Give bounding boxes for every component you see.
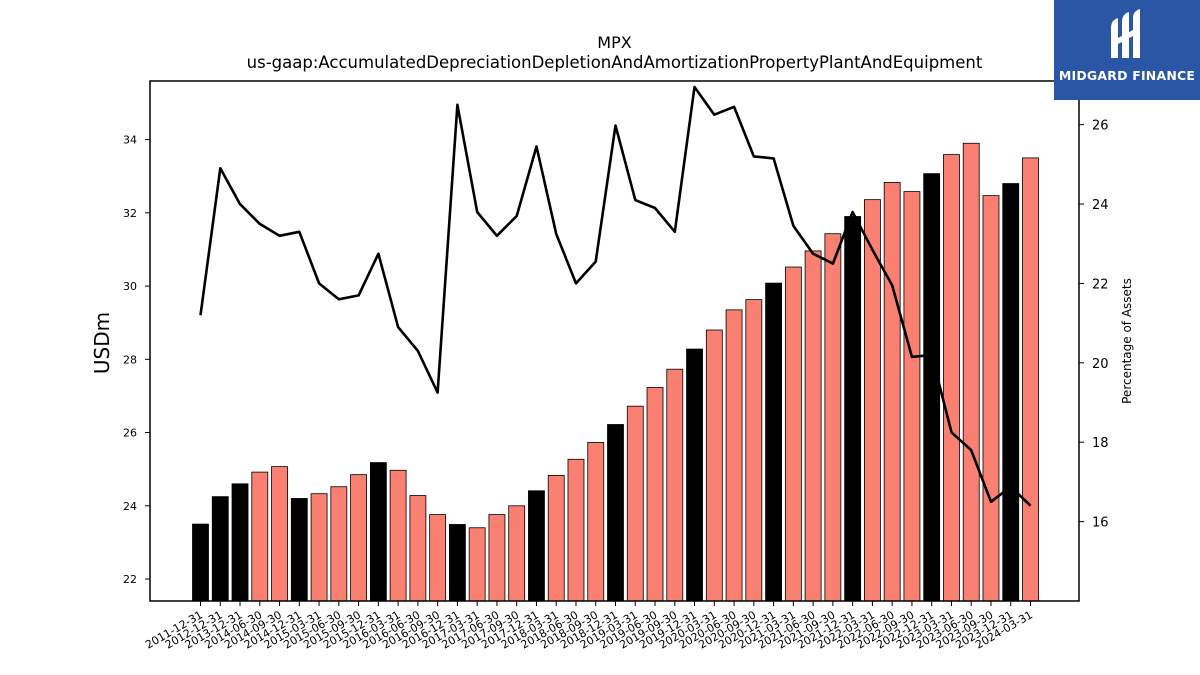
bar (784, 266, 802, 602)
bar (389, 469, 407, 602)
bar (943, 154, 960, 602)
bar (824, 233, 842, 602)
y-tick-label: 34 (123, 134, 137, 147)
bar (547, 474, 565, 602)
bar (290, 498, 308, 602)
y2-axis-label: Percentage of Assets (1120, 278, 1134, 404)
bar (1002, 183, 1020, 602)
bar (192, 523, 209, 602)
line-series (199, 85, 1032, 507)
bar (844, 216, 862, 602)
y2-tick-label: 22 (1092, 277, 1109, 292)
chart-title: MPX (597, 33, 631, 52)
y2-tick-label: 16 (1092, 516, 1109, 531)
bar (429, 514, 447, 602)
bar (330, 486, 348, 602)
y-tick-label: 22 (123, 573, 137, 586)
bar (607, 424, 624, 602)
bar (231, 483, 249, 602)
y-tick-label: 24 (123, 500, 137, 513)
bar (804, 250, 822, 602)
bar (962, 142, 980, 602)
bar (528, 490, 545, 602)
bar (626, 405, 644, 602)
bar (409, 495, 427, 602)
bar (508, 505, 526, 602)
bar (686, 348, 703, 602)
axes (149, 80, 1080, 602)
y2-tick-label: 20 (1092, 357, 1109, 372)
bar (883, 182, 901, 602)
midgard-finance-logo: MIDGARD FINANCE (1054, 0, 1200, 100)
bar (468, 527, 486, 602)
y2-tick-label: 24 (1092, 198, 1109, 213)
bar (903, 191, 921, 602)
bar (745, 299, 763, 602)
bar (587, 442, 605, 602)
bar (488, 514, 506, 602)
bar (646, 387, 664, 602)
logo-mark-icon (1111, 9, 1140, 58)
bar (982, 195, 1000, 602)
percentage-line (199, 85, 1032, 507)
bar (725, 309, 743, 602)
bar (369, 462, 387, 602)
bar (350, 474, 367, 602)
y-tick-label: 26 (123, 427, 137, 440)
bar (251, 471, 269, 602)
y-tick-label: 32 (123, 207, 137, 220)
y-tick-label: 30 (123, 280, 137, 293)
bar (310, 493, 328, 602)
y2-tick-label: 26 (1092, 119, 1109, 134)
y2-tick-label: 18 (1092, 436, 1109, 451)
bar (271, 466, 288, 602)
chart-subtitle: us-gaap:AccumulatedDepreciationDepletion… (247, 53, 983, 72)
bar (666, 368, 684, 602)
y-ticks: 22 24 26 28 30 32 34 (123, 134, 150, 586)
bar (765, 282, 782, 602)
bar-series (192, 142, 1039, 602)
bar (1022, 157, 1039, 602)
x-ticks: 2011-12-312012-12-312013-12-312014-06-30… (143, 601, 1035, 652)
logo-text: MIDGARD FINANCE (1058, 68, 1196, 83)
bar (705, 329, 723, 602)
plot-frame (149, 80, 1080, 602)
bar (923, 173, 941, 602)
y-axis-label: USDm (90, 312, 114, 374)
bar (211, 496, 229, 602)
bar (449, 524, 466, 602)
bar (567, 458, 585, 602)
y2-ticks: 16 18 20 22 24 26 (1079, 119, 1109, 531)
y-tick-label: 28 (123, 353, 137, 366)
